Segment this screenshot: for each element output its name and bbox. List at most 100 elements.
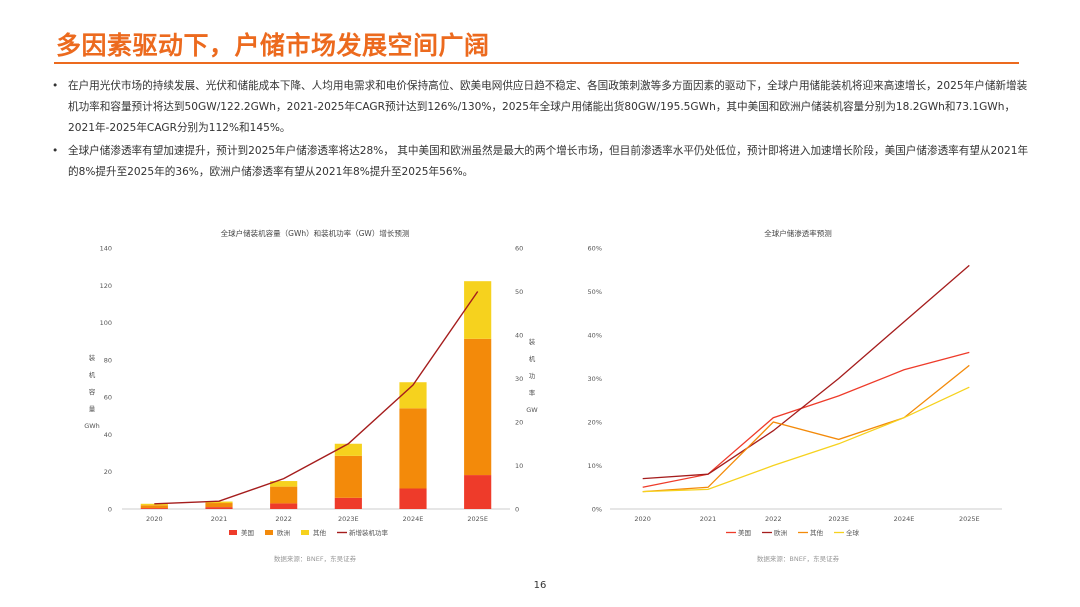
y-axis-label: 装机容量 GWh [84, 353, 100, 430]
bar-美国 [464, 475, 492, 509]
y-tick-label: 40% [588, 332, 602, 340]
legend-label: 欧洲 [277, 528, 290, 537]
legend-label: 美国 [738, 528, 751, 537]
y-tick-label: 100 [100, 319, 112, 327]
x-tick-label: 2023E [338, 515, 359, 523]
x-tick-label: 2025E [959, 515, 980, 523]
bar-欧洲 [399, 408, 427, 489]
penetration-chart-container: 全球户储渗透率预测 0% 10% 20% 30% 40% 50% 60% 2020 2021 2… [568, 212, 1010, 574]
y2-tick-label: 10 [515, 462, 523, 470]
bullet-list: • 在户用光伏市场的持续发展、光伏和储能成本下降、人均用电需求和电价保持高位、欧… [52, 76, 1037, 185]
page-number: 16 [533, 580, 547, 591]
legend-swatch [265, 530, 273, 535]
y-tick-label: 140 [100, 245, 112, 253]
bullet-item: • 在户用光伏市场的持续发展、光伏和储能成本下降、人均用电需求和电价保持高位、欧… [52, 76, 1037, 139]
page-title: 多因素驱动下，户储市场发展空间广阔 [56, 31, 490, 60]
y2-label-char: 机 [529, 354, 536, 363]
penetration-chart: 全球户储渗透率预测 0% 10% 20% 30% 40% 50% 60% 2020 2021 2… [588, 228, 1002, 563]
line-美国 [642, 351, 970, 488]
y2-tick-label: 20 [515, 419, 523, 427]
legend-label: 其他 [313, 528, 327, 537]
legend: 美国 欧洲 其他 新增装机功率 [229, 528, 389, 537]
x-tick-label: 2025E [467, 515, 488, 523]
x-tick-label: 2020 [634, 515, 651, 523]
bar-其他 [205, 501, 233, 504]
bar-其他 [140, 503, 168, 506]
legend-label: 美国 [241, 528, 254, 537]
bullet-text: 在户用光伏市场的持续发展、光伏和储能成本下降、人均用电需求和电价保持高位、欧美电… [68, 80, 1028, 134]
y-tick-label: 0% [592, 506, 602, 514]
y2-tick-label: 0 [515, 506, 519, 514]
y-tick-label: 60% [588, 245, 602, 253]
bullet-item: • 全球户储渗透率有望加速提升，预计到2025年户储渗透率将达28%， 其中美国… [52, 141, 1037, 183]
bar-美国 [334, 497, 362, 509]
bar-美国 [140, 508, 168, 509]
line-欧洲 [642, 264, 970, 480]
bar-欧洲 [205, 503, 233, 508]
legend-swatch [301, 530, 309, 535]
x-tick-label: 2023E [828, 515, 849, 523]
y2-tick-label: 30 [515, 375, 523, 383]
x-tick-label: 2020 [146, 515, 163, 523]
y-tick-label: 40 [104, 431, 112, 439]
legend: 美国 欧洲 其他 全球 [726, 528, 860, 537]
source-note: 数据来源：BNEF，东吴证券 [757, 554, 840, 563]
x-tick-label: 2022 [765, 515, 782, 523]
y-label-char: GWh [84, 422, 100, 430]
y-label-char: 量 [89, 405, 96, 413]
bar-其他 [270, 481, 298, 487]
x-tick-label: 2022 [275, 515, 292, 523]
y2-label-char: GW [526, 406, 538, 414]
x-tick-label: 2021 [700, 515, 717, 523]
x-tick-label: 2024E [403, 515, 424, 523]
bar-欧洲 [270, 486, 298, 504]
source-note: 数据来源：BNEF，东吴证券 [274, 554, 357, 563]
y-tick-label: 20 [104, 468, 112, 476]
line-其他 [642, 364, 970, 493]
bar-其他 [399, 382, 427, 409]
y2-axis-label: 装机功率 GW [526, 337, 538, 414]
y2-tick-label: 60 [515, 245, 523, 253]
y-tick-label: 0 [108, 506, 112, 514]
y-tick-label: 60 [104, 394, 112, 402]
bar-美国 [205, 507, 233, 509]
bar-其他 [334, 443, 362, 456]
bullet-text: 全球户储渗透率有望加速提升，预计到2025年户储渗透率将达28%， 其中美国和欧… [68, 145, 1029, 178]
chart-title: 全球户储装机容量（GWh）和装机功率（GW）增长预测 [221, 228, 410, 238]
legend-label: 全球 [846, 528, 860, 537]
legend-label: 新增装机功率 [349, 528, 389, 537]
y2-tick-label: 40 [515, 332, 523, 340]
bullet-marker: • [52, 145, 59, 157]
y2-label-char: 装 [529, 337, 536, 346]
y-tick-label: 10% [588, 462, 602, 470]
y-tick-label: 30% [588, 375, 602, 383]
y-tick-label: 80 [104, 356, 112, 364]
legend-label: 其他 [810, 528, 824, 537]
y-tick-label: 20% [588, 419, 602, 427]
bar-欧洲 [140, 505, 168, 509]
y-label-char: 装 [89, 353, 96, 362]
bar-美国 [270, 503, 298, 509]
bullet-marker: • [52, 80, 59, 92]
y-label-char: 机 [89, 370, 96, 379]
y2-tick-label: 50 [515, 288, 523, 296]
bar-美国 [399, 488, 427, 509]
y2-label-char: 功 [529, 372, 536, 380]
bar-欧洲 [464, 338, 492, 476]
y-tick-label: 50% [588, 288, 602, 296]
y2-label-char: 率 [529, 388, 536, 397]
x-tick-label: 2021 [211, 515, 228, 523]
y-tick-label: 120 [100, 282, 112, 290]
bar-其他 [464, 281, 492, 339]
y-label-char: 容 [89, 387, 96, 396]
title-underline [54, 62, 1019, 64]
legend-label: 欧洲 [774, 528, 787, 537]
power-line [154, 291, 479, 505]
line-全球 [642, 386, 970, 493]
legend-swatch [229, 530, 237, 535]
x-tick-label: 2024E [894, 515, 915, 523]
bar-欧洲 [334, 455, 362, 498]
chart-title: 全球户储渗透率预测 [764, 228, 832, 238]
